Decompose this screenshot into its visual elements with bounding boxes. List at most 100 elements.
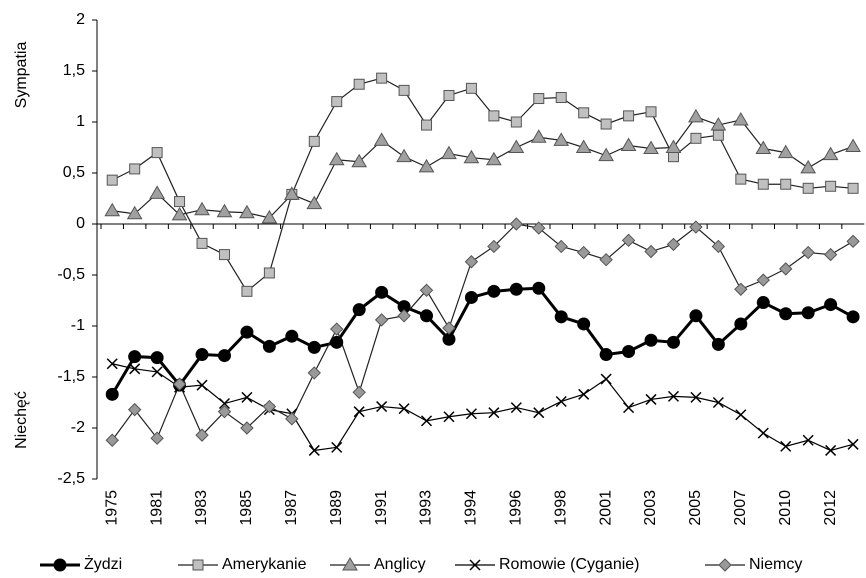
marker [397,309,411,323]
marker [802,182,814,194]
marker [712,396,724,409]
marker [599,348,613,362]
marker [600,373,612,385]
y-tick-label: -1,5 [57,368,85,385]
marker [777,144,794,159]
marker [735,409,747,421]
x-tick-label: 1983 [193,490,210,526]
marker [262,399,277,414]
marker [825,180,837,192]
marker [465,408,477,420]
marker [710,117,727,131]
marker [192,559,204,571]
marker [263,267,275,279]
marker [149,185,165,199]
marker [600,118,612,130]
marker [464,290,478,304]
marker [195,428,209,442]
marker [688,108,704,123]
marker [171,206,188,221]
series-line [110,286,854,396]
marker [239,204,255,219]
marker [442,321,456,335]
x-tick-label: 1996 [508,490,525,526]
marker [196,237,208,249]
marker [351,153,368,168]
marker [779,262,793,276]
marker [194,201,210,216]
marker [735,173,747,185]
marker [718,558,732,572]
marker [307,366,321,380]
legend-item: Niemcy [705,556,802,573]
y-tick-label: 1,5 [63,62,85,79]
marker [487,284,501,298]
marker [575,139,592,153]
marker [734,282,748,296]
marker [217,349,231,363]
marker [530,129,547,143]
marker [553,132,570,146]
marker [711,239,726,254]
marker [443,411,455,423]
marker [396,148,412,163]
x-tick-label: 2005 [687,490,704,526]
marker [127,402,142,417]
x-tick-label: 2001 [597,490,614,526]
marker [172,377,187,391]
marker [104,202,121,217]
series-line [111,223,854,441]
marker [240,421,254,435]
marker [174,196,186,208]
marker [621,233,636,248]
marker [847,438,859,450]
marker [598,147,614,162]
marker [150,431,164,445]
marker [510,402,522,414]
marker [599,252,613,267]
marker [352,385,366,400]
marker [105,433,119,447]
marker [802,434,814,446]
marker [240,325,254,339]
marker [712,129,724,141]
marker [532,221,546,235]
marker [645,106,657,118]
marker [756,296,770,310]
marker [509,217,524,231]
series-line [112,116,854,219]
marker [128,350,142,364]
marker [151,366,163,378]
x-tick-label: 1987 [283,490,300,526]
marker [374,313,389,327]
marker [711,337,725,351]
marker [241,285,253,297]
marker [463,149,480,164]
legend-label: Romowie (Cyganie) [499,556,640,573]
marker [576,245,591,260]
marker [666,237,681,252]
y-tick-label: 0,5 [63,164,85,181]
marker [667,151,679,163]
marker [308,444,320,456]
marker [577,317,591,331]
x-tick-label: 2007 [732,490,749,526]
marker [508,139,525,153]
marker [283,186,300,200]
x-tick-label: 1975 [103,490,120,526]
marker [555,92,567,104]
marker [285,412,299,426]
marker [488,110,500,122]
marker [419,283,434,298]
marker [331,441,343,453]
marker [825,444,837,456]
marker [689,220,703,234]
x-tick-label: 1991 [373,490,390,526]
y-tick-label: 0 [76,215,85,232]
marker [308,135,320,147]
marker [398,403,410,415]
x-tick-label: 1998 [552,490,569,526]
x-tick-label: 1989 [328,490,345,526]
marker [126,205,143,220]
marker [487,239,501,254]
